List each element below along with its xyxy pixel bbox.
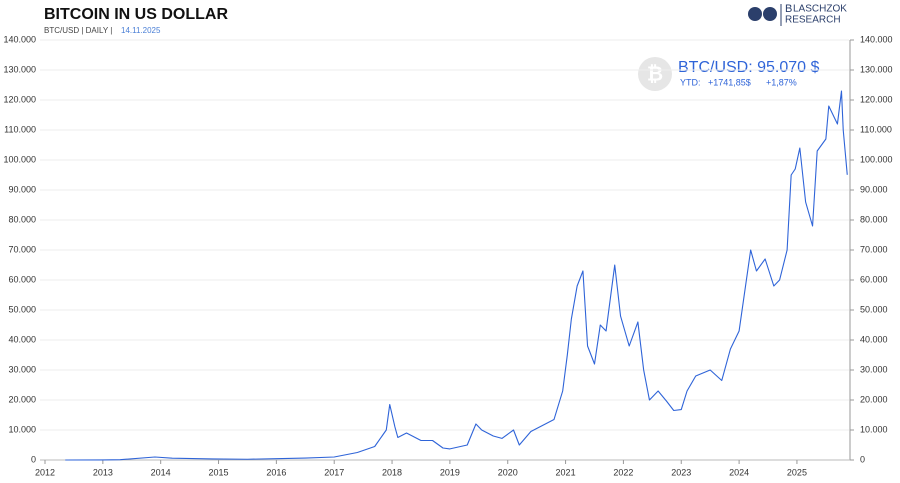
y-tick-label: 30.000 [8, 364, 36, 374]
y-tick-label: 10.000 [8, 424, 36, 434]
logo-text: LASCHZOK [793, 4, 847, 15]
bitcoin-icon [638, 57, 672, 91]
x-tick-label: 2017 [324, 467, 344, 477]
y-tick-label: 80.000 [8, 214, 36, 224]
logo-icon [748, 7, 762, 21]
y2-tick-label: 0 [860, 454, 865, 464]
x-tick-label: 2023 [671, 467, 691, 477]
y2-tick-label: 130.000 [860, 64, 893, 74]
y2-tick-label: 140.000 [860, 34, 893, 44]
y-tick-label: 20.000 [8, 394, 36, 404]
price-badge: ₿ BTC/USD: 95.070 $ YTD: +1741,85$ +1,87… [638, 57, 820, 91]
x-tick-label: 2020 [498, 467, 518, 477]
y2-tick-label: 50.000 [860, 304, 888, 314]
ytd-abs: +1741,85$ [708, 77, 751, 87]
y2-tick-label: 20.000 [860, 394, 888, 404]
x-tick-label: 2019 [440, 467, 460, 477]
logo-initial: B [785, 3, 792, 15]
y-tick-label: 90.000 [8, 184, 36, 194]
x-tick-label: 2025 [787, 467, 807, 477]
y-tick-label: 60.000 [8, 274, 36, 284]
x-tick-label: 2024 [729, 467, 749, 477]
y2-tick-label: 70.000 [860, 244, 888, 254]
y2-tick-label: 30.000 [860, 364, 888, 374]
y2-tick-label: 90.000 [860, 184, 888, 194]
y2-tick-label: 110.000 [860, 124, 892, 134]
x-tick-label: 2022 [613, 467, 633, 477]
x-tick-label: 2018 [382, 467, 402, 477]
y2-tick-label: 100.000 [860, 154, 893, 164]
y-tick-label: 0 [31, 454, 36, 464]
ytd-pct: +1,87% [766, 77, 797, 87]
y2-tick-label: 10.000 [860, 424, 888, 434]
bitcoin-symbol: ₿ [647, 63, 663, 85]
chart-date: 14.11.2025 [121, 26, 161, 35]
x-tick-label: 2016 [266, 467, 286, 477]
y-tick-label: 140.000 [3, 34, 36, 44]
price-label: BTC/USD: 95.070 $ [678, 59, 820, 76]
x-tick-label: 2014 [151, 467, 171, 477]
logo: B LASCHZOK RESEARCH [748, 3, 847, 26]
y-tick-label: 120.000 [3, 94, 36, 104]
y-tick-label: 50.000 [8, 304, 36, 314]
y2-tick-label: 60.000 [860, 274, 888, 284]
logo-icon [763, 7, 777, 21]
y-tick-label: 110.000 [4, 124, 36, 134]
y-tick-label: 130.000 [3, 64, 36, 74]
y-tick-label: 40.000 [8, 334, 36, 344]
x-tick-label: 2015 [209, 467, 229, 477]
y-tick-label: 70.000 [8, 244, 36, 254]
ytd-label: YTD: [680, 77, 701, 87]
x-tick-label: 2012 [35, 467, 55, 477]
y2-tick-label: 120.000 [860, 94, 893, 104]
x-tick-label: 2021 [556, 467, 576, 477]
chart-title: BITCOIN IN US DOLLAR [44, 6, 228, 23]
y2-tick-label: 40.000 [860, 334, 888, 344]
y2-tick-label: 80.000 [860, 214, 888, 224]
x-tick-label: 2013 [93, 467, 113, 477]
chart-subtitle: BTC/USD | DAILY | [44, 26, 112, 35]
y-tick-label: 100.000 [3, 154, 36, 164]
price-line [65, 90, 848, 461]
logo-text: RESEARCH [785, 15, 841, 26]
